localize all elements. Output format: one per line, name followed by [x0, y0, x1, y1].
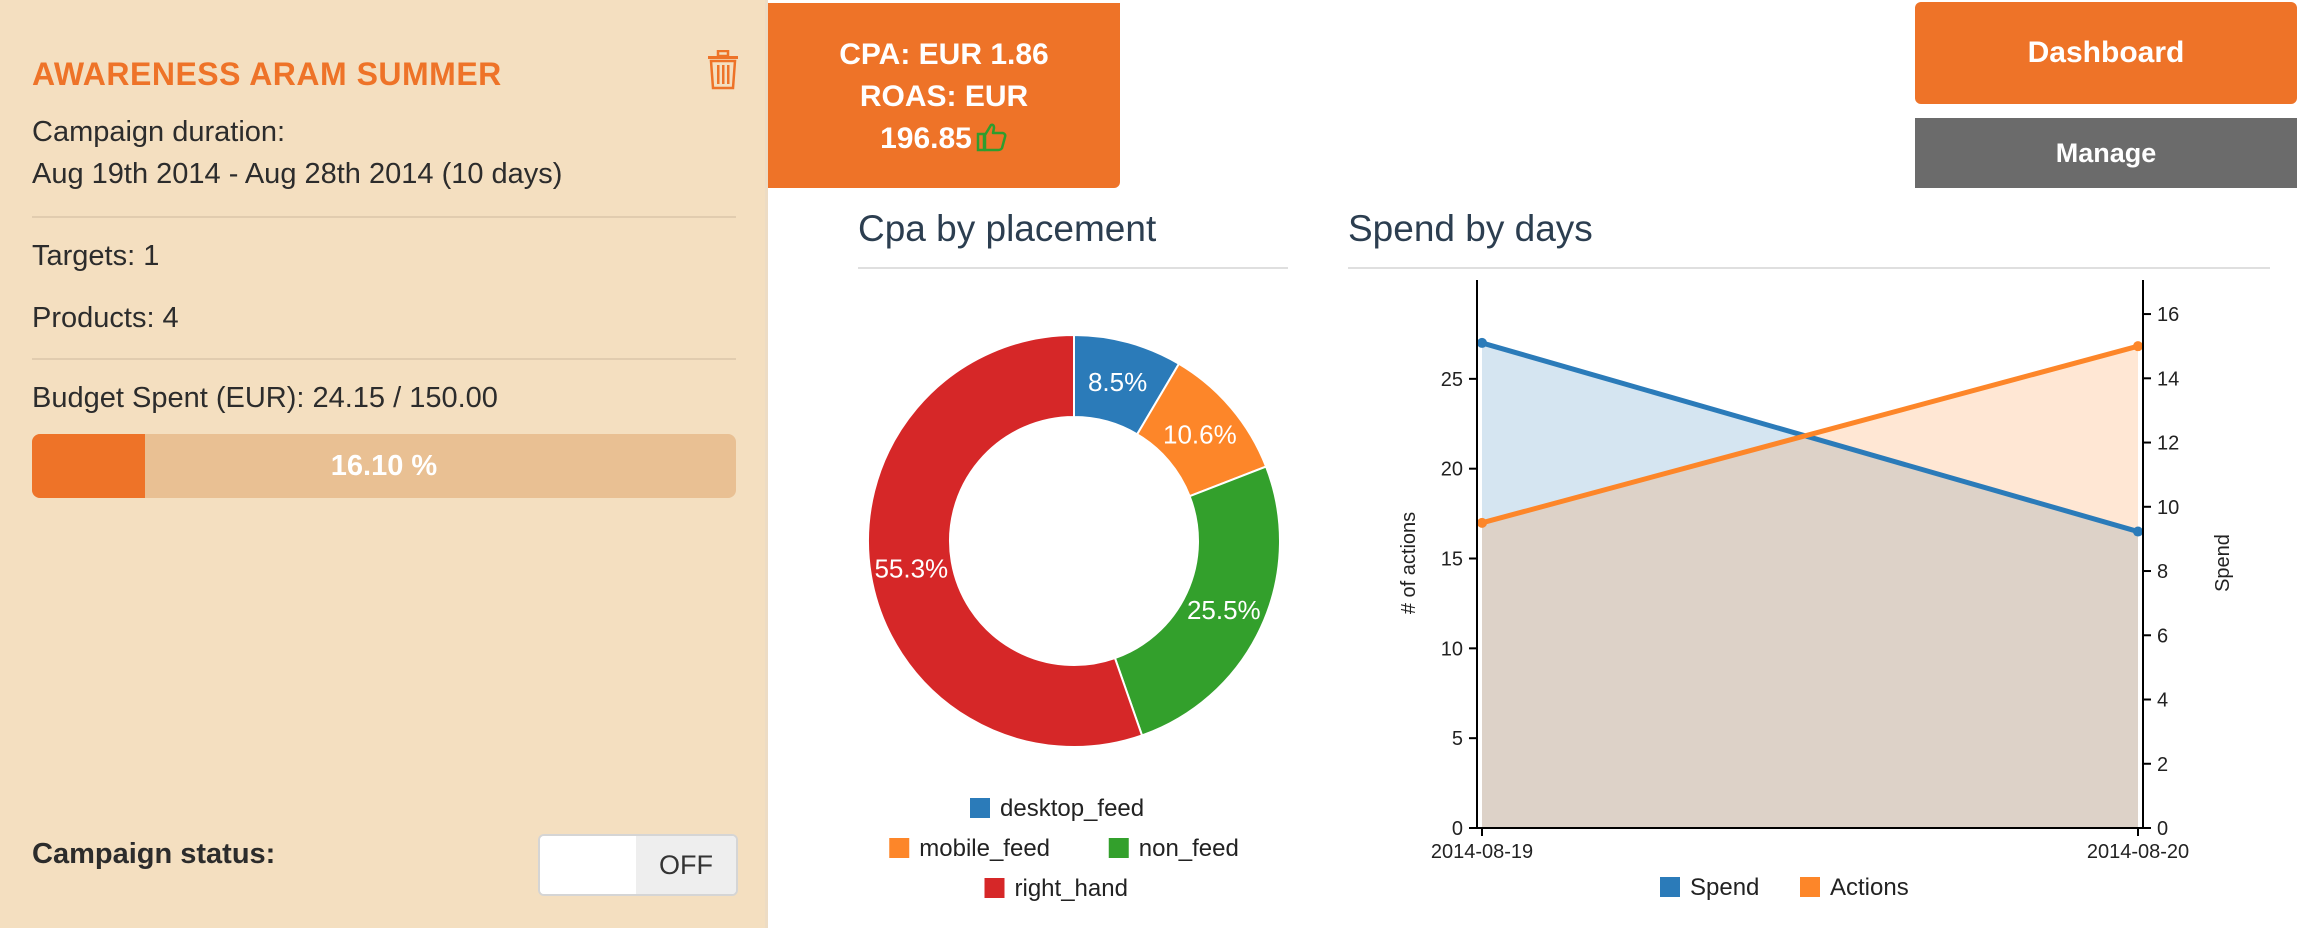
donut-slice-non_feed[interactable]	[1113, 465, 1281, 737]
legend-item-actions[interactable]: Actions	[1800, 874, 1909, 901]
duration-label: Campaign duration:	[32, 116, 286, 148]
legend-swatch	[1108, 838, 1129, 858]
spend-area	[1482, 342, 2138, 828]
actions-point[interactable]	[1477, 517, 1487, 528]
left-tick-label: 25	[1441, 369, 1463, 391]
roas-label: ROAS: EUR	[859, 80, 1029, 113]
right-tick-label: 12	[2157, 433, 2179, 455]
spend-line	[1481, 340, 2139, 534]
right-tick-label: 14	[2157, 368, 2179, 390]
legend-label: non_feed	[1139, 835, 1239, 862]
section-divider	[1348, 267, 2270, 269]
donut-slice-label: 25.5%	[1187, 595, 1261, 625]
y-axis-left-label: # of actions	[1398, 512, 1420, 614]
thumbs-up-icon	[976, 122, 1008, 163]
trash-icon[interactable]	[706, 49, 740, 90]
legend-label: right_hand	[1015, 875, 1128, 902]
left-tick-label: 10	[1441, 638, 1463, 660]
legend-item-mobile_feed[interactable]: mobile_feed	[889, 835, 1050, 862]
roas-value-line: 196.85	[768, 119, 1120, 163]
left-tick-label: 20	[1441, 459, 1463, 481]
targets-count: Targets: 1	[32, 240, 160, 272]
legend-label: desktop_feed	[1000, 795, 1144, 822]
left-tick-label: 15	[1441, 549, 1463, 571]
donut-slice-label: 10.6%	[1163, 419, 1237, 449]
right-tick-label: 6	[2157, 625, 2168, 647]
left-tick-label: 5	[1452, 728, 1463, 750]
legend-item-spend[interactable]: Spend	[1660, 874, 1759, 901]
legend-item-non_feed[interactable]: non_feed	[1108, 835, 1239, 862]
campaign-panel: AWARENESS ARAM SUMMER Campaign duration:…	[0, 0, 768, 928]
manage-button[interactable]: Manage	[1915, 118, 2297, 188]
right-tick-label: 0	[2157, 818, 2168, 840]
x-tick-label: 2014-08-19	[1431, 841, 1533, 863]
legend-label: Actions	[1830, 874, 1909, 901]
donut-slice-right_hand[interactable]	[867, 333, 1144, 748]
cpa-value: CPA: EUR 1.86	[839, 38, 1049, 71]
donut-slice-label: 55.3%	[874, 554, 948, 584]
kpi-box: CPA: EUR 1.86 ROAS: EUR 196.85	[768, 3, 1120, 188]
toggle-knob	[540, 836, 636, 894]
duration-value: Aug 19th 2014 - Aug 28th 2014 (10 days)	[32, 158, 563, 190]
budget-progress-fill	[32, 434, 146, 498]
products-count: Products: 4	[32, 302, 179, 334]
y-axis-right-label: Spend	[2212, 534, 2234, 592]
legend-swatch	[1800, 877, 1820, 897]
actions-point[interactable]	[2133, 341, 2143, 352]
divider	[32, 358, 736, 360]
cpa-chart-title: Cpa by placement	[858, 208, 1157, 249]
campaign-status-toggle[interactable]: OFF	[538, 834, 738, 896]
cpa-donut-chart: 8.5% 10.6% 25.5% 55.3% desktop_feed mobile_fe…	[867, 333, 1281, 902]
right-tick-label: 2	[2157, 754, 2168, 776]
right-tick-label: 4	[2157, 690, 2168, 712]
roas-value: 196.85	[880, 122, 972, 155]
x-tick-label: 2014-08-20	[2087, 841, 2189, 863]
campaign-status-label: Campaign status:	[32, 838, 276, 870]
legend-label: mobile_feed	[919, 835, 1050, 862]
legend-item-desktop_feed[interactable]: desktop_feed	[970, 795, 1144, 822]
toggle-off-label: OFF	[636, 836, 736, 894]
legend-swatch	[984, 878, 1005, 898]
legend-swatch	[970, 798, 990, 818]
right-tick-label: 16	[2157, 304, 2179, 326]
legend-item-right_hand[interactable]: right_hand	[984, 875, 1128, 902]
donut-slice-label: 8.5%	[1088, 367, 1147, 397]
spend-area-chart: 0 5 10 15 20 25 0 2 4 6 8 10 12 14 16 2014-08-19 2014-08…	[1398, 280, 2234, 901]
budget-progress-text: 16.10 %	[330, 449, 438, 482]
left-tick-label: 0	[1452, 818, 1463, 840]
budget-progress-bar: 16.10 %	[32, 434, 736, 498]
legend-swatch	[889, 838, 910, 858]
dashboard-button[interactable]: Dashboard	[1915, 2, 2297, 104]
spend-chart-title: Spend by days	[1348, 208, 1593, 249]
section-divider	[858, 267, 1288, 269]
spend-point[interactable]	[1477, 337, 1487, 348]
actions-area	[1482, 346, 2138, 828]
right-tick-label: 10	[2157, 497, 2179, 519]
divider	[32, 216, 736, 218]
spend-point[interactable]	[2133, 526, 2143, 537]
right-tick-label: 8	[2157, 561, 2168, 583]
campaign-title: AWARENESS ARAM SUMMER	[32, 56, 502, 92]
budget-spent: Budget Spent (EUR): 24.15 / 150.00	[32, 382, 498, 414]
legend-swatch	[1660, 877, 1680, 897]
legend-label: Spend	[1690, 874, 1759, 901]
actions-line	[1481, 343, 2139, 526]
